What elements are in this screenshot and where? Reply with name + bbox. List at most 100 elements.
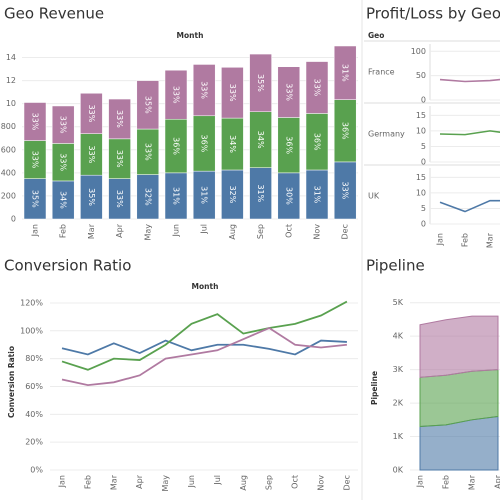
x-tick-label: Oct: [284, 224, 293, 238]
y-tick-label: 200: [1, 191, 16, 200]
y-tick-label: 12: [6, 76, 16, 85]
bar-segment: [221, 67, 244, 119]
bar-segment: [164, 69, 188, 120]
y-axis-title: Conversion Ratio: [7, 346, 16, 418]
x-tick-label: Jul: [213, 475, 222, 486]
bar-segment: [305, 61, 329, 114]
y-tick-label: 2K: [393, 399, 404, 408]
data-label: 35%: [256, 74, 265, 92]
data-label: 34%: [256, 131, 265, 149]
y-tick-label: 0: [421, 158, 426, 167]
data-label: 34%: [59, 191, 68, 209]
data-label: 31%: [200, 186, 209, 204]
data-label: 36%: [172, 137, 181, 155]
y-tick-label: 600: [1, 145, 16, 154]
bar-segment: [249, 53, 272, 112]
y-tick-label: 10: [416, 126, 426, 135]
data-label: 33%: [172, 86, 181, 104]
y-tick-label: 1K: [393, 432, 404, 441]
area: [419, 369, 499, 428]
data-label: 35%: [87, 188, 96, 206]
chart-title: Geo Revenue: [4, 5, 104, 23]
y-tick-label: 5K: [393, 298, 404, 307]
y-axis-title: Pipeline: [370, 371, 379, 405]
chart-title: Conversion Ratio: [4, 257, 131, 275]
x-tick-label: Jan: [58, 475, 67, 488]
data-label: 33%: [115, 110, 124, 128]
data-label: 33%: [87, 105, 96, 123]
data-label: 35%: [143, 96, 152, 114]
x-tick-label: Nov: [313, 224, 322, 240]
x-tick-label: May: [143, 224, 152, 241]
data-label: 33%: [228, 84, 237, 102]
y-tick-label: 0: [421, 220, 426, 229]
y-tick-label: 10: [416, 188, 426, 197]
data-label: 32%: [143, 188, 152, 206]
bar-segment: [23, 102, 47, 141]
y-tick-label: 100: [411, 47, 426, 56]
chart-title: Pipeline: [366, 257, 425, 275]
x-axis-title: Month: [177, 31, 204, 40]
data-label: 31%: [313, 186, 322, 204]
row-label: UK: [368, 192, 380, 201]
x-tick-label: Aug: [228, 224, 237, 240]
bar-segment: [80, 93, 103, 134]
y-tick-label: 0: [11, 215, 16, 224]
x-tick-label: Apr: [135, 474, 144, 489]
x-tick-label: Jan: [436, 233, 445, 246]
data-label: 33%: [115, 190, 124, 208]
x-tick-label: Jul: [200, 224, 209, 235]
x-tick-label: Aug: [239, 475, 248, 491]
line: [61, 300, 348, 371]
y-tick-label: 14: [6, 53, 16, 62]
chart-title: Profit/Loss by Geo: [366, 5, 500, 23]
x-tick-label: Apr: [494, 474, 500, 489]
x-tick-label: Mar: [87, 223, 96, 239]
x-tick-label: Mar: [109, 474, 118, 490]
x-tick-label: Jan: [416, 475, 425, 488]
x-tick-label: Dec: [341, 224, 350, 239]
line: [61, 326, 347, 386]
data-label: 33%: [87, 146, 96, 164]
y-tick-label: 15: [416, 111, 426, 120]
data-label: 36%: [284, 136, 293, 154]
line: [61, 339, 347, 356]
data-label: 36%: [313, 133, 322, 151]
row-label: France: [368, 68, 395, 77]
data-label: 35%: [31, 190, 40, 208]
line: [439, 130, 500, 136]
y-tick-label: 100%: [20, 326, 43, 335]
bar-segment: [192, 64, 216, 117]
data-label: 34%: [228, 135, 237, 153]
data-label: 33%: [31, 151, 40, 169]
y-tick-label: 3K: [393, 365, 404, 374]
bar-segment: [51, 105, 75, 144]
x-tick-label: Dec: [342, 475, 351, 490]
data-label: 36%: [341, 122, 350, 140]
data-label: 33%: [143, 143, 152, 161]
y-tick-label: 0K: [393, 466, 404, 475]
row-label: Germany: [368, 130, 405, 139]
bar-segment: [136, 80, 160, 130]
y-tick-label: 5: [421, 204, 426, 213]
data-label: 33%: [341, 182, 350, 200]
data-label: 33%: [115, 150, 124, 168]
data-label: 36%: [200, 135, 209, 153]
data-label: 33%: [313, 79, 322, 97]
x-tick-label: Feb: [461, 233, 470, 247]
y-tick-label: 4K: [393, 332, 404, 341]
x-tick-label: Jun: [187, 475, 196, 489]
data-label: 31%: [172, 187, 181, 205]
bar-segment: [108, 98, 131, 140]
data-label: 32%: [228, 186, 237, 204]
y-tick-label: 50: [416, 71, 426, 80]
x-tick-label: Feb: [442, 475, 451, 489]
x-tick-label: Mar: [486, 232, 495, 248]
x-axis-title: Month: [192, 282, 219, 291]
bar-segment: [277, 66, 301, 118]
x-tick-label: Feb: [59, 224, 68, 238]
y-tick-label: 15: [416, 173, 426, 182]
data-label: 33%: [59, 116, 68, 134]
y-tick-label: 5: [421, 142, 426, 151]
